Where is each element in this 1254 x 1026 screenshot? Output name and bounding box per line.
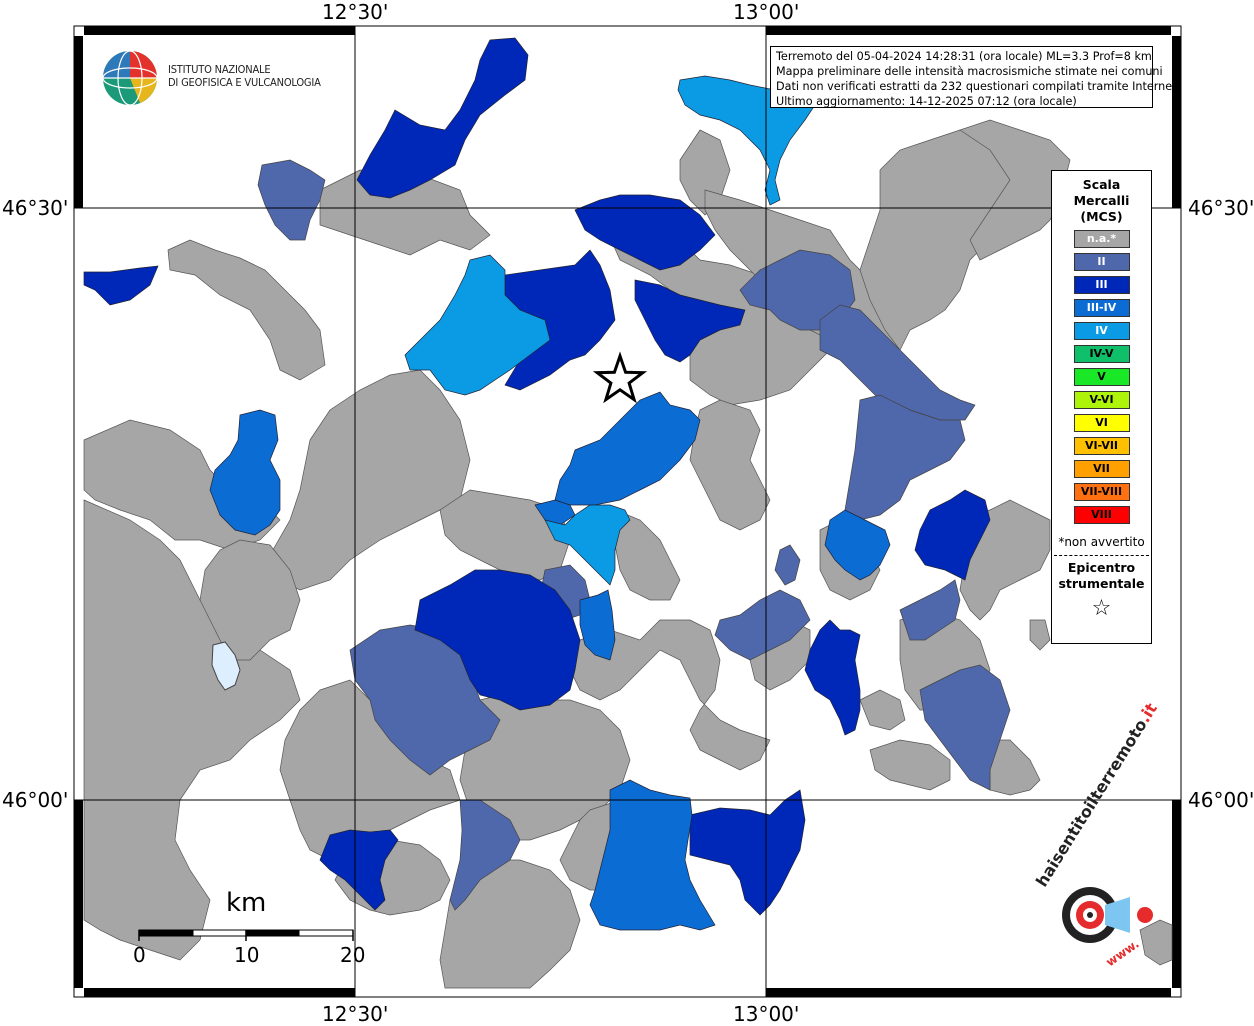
lon-label-bottom-left: 12°30' bbox=[322, 1002, 389, 1026]
institute-line-1: ISTITUTO NAZIONALE bbox=[168, 63, 271, 76]
lake bbox=[211, 641, 241, 691]
legend-divider bbox=[1054, 555, 1149, 556]
municipalities-na bbox=[83, 119, 1173, 989]
scale-unit: km bbox=[226, 888, 267, 918]
municipalities-II bbox=[257, 159, 1011, 911]
legend-title: Scala Mercalli (MCS) bbox=[1073, 177, 1130, 224]
info-line-4: Ultimo aggiornamento: 14-12-2025 07:12 (… bbox=[776, 95, 1077, 108]
scale-bar bbox=[138, 929, 354, 941]
legend-epicenter-label: Epicentro strumentale bbox=[1058, 560, 1145, 591]
legend-item-ivv: IV-V bbox=[1073, 345, 1130, 363]
info-line-3: Dati non verificati estratti da 232 ques… bbox=[776, 80, 1181, 93]
epicenter-star bbox=[592, 351, 648, 404]
legend-item-iiiiv: III-IV bbox=[1073, 299, 1130, 317]
legend-item-vivii: VI-VII bbox=[1073, 437, 1130, 455]
legend-item-vvi: V-VI bbox=[1073, 391, 1130, 409]
event-info-box: Terremoto del 05-04-2024 14:28:31 (ora l… bbox=[770, 46, 1181, 108]
scale-label-10: 10 bbox=[234, 943, 260, 967]
legend-items: n.a.* II III III-IV IV IV-V V V-VI VI VI-VII VII VI… bbox=[1052, 230, 1151, 524]
legend-item-vi: VI bbox=[1073, 414, 1130, 432]
lat-label-left-top: 46°30' bbox=[2, 196, 69, 220]
lon-label-top-right: 13°00' bbox=[733, 0, 800, 24]
border-ticks bbox=[74, 26, 1181, 997]
legend-item-iv: IV bbox=[1073, 322, 1130, 340]
municipalities-III bbox=[83, 37, 991, 916]
institute-name: ISTITUTO NAZIONALE DI GEOFISICA E VULCAN… bbox=[168, 63, 321, 89]
lat-label-left-bottom: 46°00' bbox=[2, 788, 69, 812]
lat-label-right-bottom: 46°00' bbox=[1188, 788, 1254, 812]
legend-item-ii: II bbox=[1073, 253, 1130, 271]
legend-item-iii: III bbox=[1073, 276, 1130, 294]
graticule bbox=[74, 26, 1181, 997]
institute-line-2: DI GEOFISICA E VULCANOLOGIA bbox=[168, 76, 321, 89]
legend-item-viii: VIII bbox=[1073, 506, 1130, 524]
lon-label-top-left: 12°30' bbox=[322, 0, 389, 24]
ingv-logo-icon bbox=[102, 50, 158, 106]
lat-label-right-top: 46°30' bbox=[1188, 196, 1254, 220]
legend-note: *non avvertito bbox=[1058, 535, 1145, 549]
legend-item-vii: VII bbox=[1073, 460, 1130, 478]
legend-item-v: V bbox=[1073, 368, 1130, 386]
legend-item-viiviii: VII-VIII bbox=[1073, 483, 1130, 501]
scale-label-0: 0 bbox=[133, 943, 146, 967]
intensity-legend: Scala Mercalli (MCS) n.a.* II III III-IV IV I… bbox=[1051, 170, 1152, 644]
info-line-2: Mappa preliminare delle intensità macros… bbox=[776, 65, 1163, 78]
municipalities-IV bbox=[404, 75, 816, 586]
scale-label-20: 20 bbox=[340, 943, 366, 967]
brand-logo-icon bbox=[1062, 887, 1153, 943]
info-line-1: Terremoto del 05-04-2024 14:28:31 (ora l… bbox=[776, 50, 1152, 63]
municipalities-III-IV bbox=[209, 391, 891, 931]
legend-epicenter-star-icon: ☆ bbox=[1091, 596, 1112, 621]
legend-item-na: n.a.* bbox=[1073, 230, 1130, 248]
lon-label-bottom-right: 13°00' bbox=[733, 1002, 800, 1026]
